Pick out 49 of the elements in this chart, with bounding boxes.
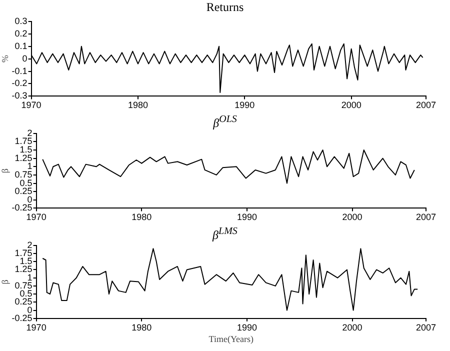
x-axis-title: Time(Years) xyxy=(208,334,254,344)
y-tick-label: 0.25 xyxy=(14,186,32,196)
y-tick-label: -0.2 xyxy=(12,78,28,88)
y-tick-label: -0.25 xyxy=(12,202,32,213)
x-tick-label: 1990 xyxy=(234,100,255,110)
y-tick-label: 1.5 xyxy=(20,144,32,155)
x-tick-label: 2000 xyxy=(341,100,362,110)
y-tick-label: 1.25 xyxy=(14,264,32,274)
x-tick-label: 1970 xyxy=(26,322,46,332)
y-tick-label: 0.5 xyxy=(20,178,32,188)
y-tick-label: -0.25 xyxy=(12,312,32,323)
y-axis-title: β xyxy=(0,279,10,284)
x-tick-label: 1980 xyxy=(132,212,152,222)
y-tick-label: 0 xyxy=(27,194,32,204)
x-tick-label: 2007 xyxy=(416,322,436,332)
y-tick-label: 2 xyxy=(27,128,32,138)
y-axis-title: β xyxy=(0,168,10,174)
y-tick-label: 1.75 xyxy=(14,136,32,146)
x-tick-label: 1980 xyxy=(132,322,152,332)
y-tick-label: -0.1 xyxy=(12,66,28,76)
y-tick-label: -0.3 xyxy=(12,90,28,101)
y-tick-label: 0.75 xyxy=(14,169,32,180)
y-tick-label: 0.25 xyxy=(14,296,32,307)
chart-title: β$^{LMS}$ xyxy=(211,225,238,242)
chart-title: Returns xyxy=(205,0,245,15)
x-tick-label: 1990 xyxy=(236,212,257,222)
chart-title: β$^{OLS}$ xyxy=(212,113,238,130)
x-tick-label: 1980 xyxy=(128,100,148,110)
y-tick-label: 2 xyxy=(27,240,32,250)
y-tick-label: 1.5 xyxy=(20,256,32,266)
y-tick-label: 0 xyxy=(27,304,32,315)
y-tick-label: 0.2 xyxy=(14,28,28,38)
y-tick-label: 1.75 xyxy=(14,248,32,258)
y-tick-label: 1 xyxy=(27,161,32,172)
x-tick-label: 2000 xyxy=(342,322,362,332)
y-tick-label: 0.3 xyxy=(14,16,28,26)
y-axis-title: % xyxy=(0,54,10,63)
x-tick-label: 1990 xyxy=(236,322,257,332)
y-tick-label: 0 xyxy=(22,53,28,64)
y-tick-label: 1.25 xyxy=(14,152,32,163)
y-tick-label: 0.5 xyxy=(20,288,32,299)
y-tick-label: 0.1 xyxy=(14,40,28,51)
x-tick-label: 1970 xyxy=(21,100,42,110)
x-tick-label: 1970 xyxy=(26,212,46,222)
x-tick-label: 2000 xyxy=(342,212,362,222)
x-tick-label: 2007 xyxy=(416,100,436,110)
y-tick-label: 0.75 xyxy=(14,280,32,290)
y-tick-label: 1 xyxy=(27,272,32,282)
x-tick-label: 2007 xyxy=(416,212,436,222)
